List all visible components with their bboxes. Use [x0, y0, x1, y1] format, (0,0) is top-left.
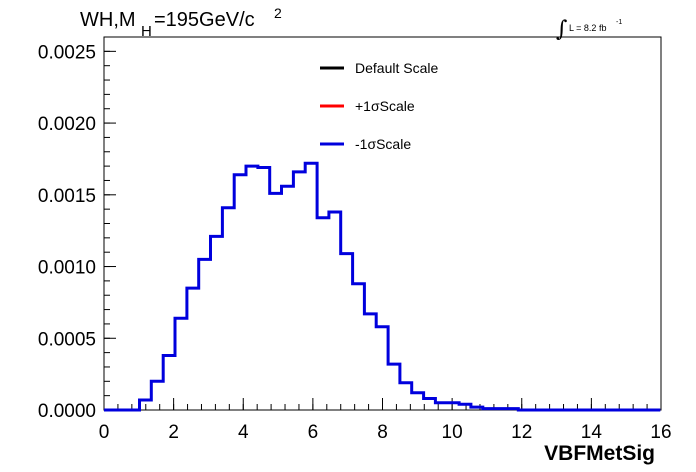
legend: Default Scale +1σScale -1σScale	[320, 60, 438, 152]
title-subscript: H	[141, 23, 152, 40]
y-tick-label: 0.0005	[38, 329, 96, 350]
x-tick-label: 10	[442, 422, 463, 443]
x-tick-label: 4	[238, 422, 249, 443]
x-tick-label: 12	[511, 422, 532, 443]
x-tick-label: 14	[581, 422, 603, 443]
series-layer	[104, 161, 661, 412]
plot-frame	[103, 36, 662, 411]
x-tick-label: 2	[168, 422, 179, 443]
x-axis: 0 2 4 6 8 10 12 14 16	[99, 398, 672, 443]
x-tick-label: 0	[99, 422, 110, 443]
y-tick-label: 0.0025	[38, 42, 96, 63]
y-tick-label: 0.0020	[38, 114, 96, 135]
x-tick-label: 8	[377, 422, 388, 443]
y-axis: 0.0000 0.0005 0.0010 0.0015 0.0020 0.0025	[38, 36, 116, 422]
lumi-label: ∫ L = 8.2 fb -1	[556, 17, 622, 42]
title-prefix: WH,M	[80, 9, 136, 31]
title-superscript: 2	[274, 5, 282, 21]
series-line	[104, 161, 661, 412]
x-axis-title: VBFMetSig	[544, 442, 655, 465]
y-tick-label: 0.0000	[38, 401, 96, 422]
lumi-text: L = 8.2 fb	[569, 23, 606, 33]
x-tick-label: 16	[650, 422, 671, 443]
legend-label: Default Scale	[355, 60, 438, 76]
x-tick-label: 6	[308, 422, 319, 443]
y-tick-label: 0.0010	[38, 258, 96, 279]
integral-symbol: ∫	[556, 17, 568, 42]
legend-label: +1σScale	[355, 98, 415, 114]
y-tick-label: 0.0015	[38, 186, 96, 207]
lumi-superscript: -1	[616, 19, 622, 26]
title-main: =195GeV/c	[154, 9, 255, 31]
chart-title: WH,M H =195GeV/c 2	[80, 5, 282, 40]
legend-label: -1σScale	[355, 136, 411, 152]
